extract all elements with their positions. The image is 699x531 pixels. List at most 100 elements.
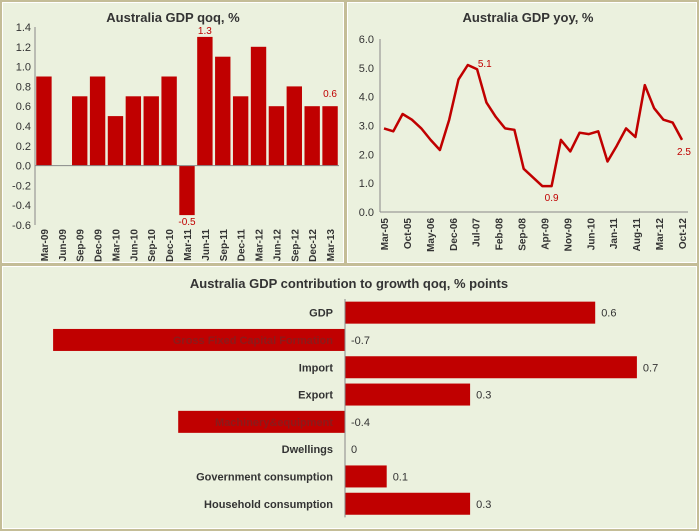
x-tick-label: Jan-11 <box>609 218 620 250</box>
y-tick-label: 2.0 <box>359 149 374 161</box>
data-label: 0.3 <box>476 390 491 402</box>
bar <box>179 165 195 216</box>
data-label: 0.6 <box>323 89 337 100</box>
chart-panel-qoq: Australia GDP qoq, % -0.6 -0.4 -0.2 0.0 0.2 0.… <box>2 2 344 263</box>
x-tick-label: Sep-09 <box>76 229 87 262</box>
category-label: Export <box>298 390 333 402</box>
category-label: GDP <box>309 308 333 320</box>
category-label: Household consumption <box>204 499 333 511</box>
bar <box>345 492 471 515</box>
data-label: 0.3 <box>476 499 491 511</box>
bar <box>345 301 596 324</box>
bar <box>250 46 267 166</box>
bar <box>268 106 285 166</box>
bar <box>143 96 159 166</box>
bar <box>72 96 88 166</box>
y-tick-label: 0.4 <box>16 121 31 133</box>
y-tick-label: 6.0 <box>359 34 374 46</box>
y-tick-label: 1.0 <box>359 178 374 190</box>
series-line <box>383 63 684 188</box>
chart-title: Australia GDP yoy, % <box>462 10 593 25</box>
x-tick-label: Dec-12 <box>308 229 319 262</box>
y-tick-label: -0.4 <box>12 200 31 212</box>
y-tick-label: 0.2 <box>16 141 31 153</box>
x-tick-label: Mar-12 <box>655 218 666 251</box>
bar <box>345 356 637 379</box>
x-tick-label: Dec-06 <box>449 218 460 251</box>
bar <box>286 86 302 166</box>
category-label: Machinery&equipment <box>215 417 333 429</box>
x-tick-label: Dec-10 <box>165 229 176 262</box>
y-tick-label: 3.0 <box>359 121 374 133</box>
y-tick-label: 0.8 <box>16 81 31 93</box>
bar <box>304 106 320 166</box>
x-tick-label: Jun-09 <box>58 229 69 262</box>
data-label: 0 <box>351 444 357 456</box>
x-tick-label: Jun-12 <box>272 229 283 262</box>
bar <box>89 76 106 166</box>
y-tick-label: 0.0 <box>359 207 374 219</box>
x-tick-label: Nov-09 <box>563 218 574 252</box>
gdp-qoq-chart: Australia GDP qoq, % -0.6 -0.4 -0.2 0.0 0.2 0.… <box>12 10 339 262</box>
category-label: Gross Fixed Capital Formation <box>173 335 333 347</box>
data-label: 0.7 <box>643 362 658 374</box>
x-tick-label: Oct-12 <box>678 218 689 250</box>
x-tick-label: Mar-12 <box>255 229 266 262</box>
y-tick-label: -0.2 <box>12 180 31 192</box>
x-tick-label: Apr-09 <box>540 218 551 250</box>
x-tick-label: May-06 <box>426 218 437 252</box>
y-tick-label: 0.6 <box>16 101 31 113</box>
y-tick-label: 1.4 <box>16 22 31 34</box>
chart-panel-yoy: Australia GDP yoy, % 0.0 1.0 2.0 3.0 4.0 5.0 6.… <box>347 2 697 263</box>
category-label: Import <box>299 362 334 374</box>
x-tick-label: Sep-10 <box>147 229 158 262</box>
x-tick-label: Feb-08 <box>495 218 506 251</box>
bar <box>178 410 345 433</box>
x-tick-label: Dec-11 <box>237 229 248 262</box>
data-label: -0.4 <box>351 417 370 429</box>
x-tick-label: Jun-10 <box>586 218 597 251</box>
data-label: 0.9 <box>545 193 559 204</box>
x-tick-label: Sep-11 <box>219 229 230 262</box>
gdp-contribution-chart: Australia GDP contribution to growth qoq… <box>53 276 658 518</box>
bar <box>232 96 249 166</box>
category-label: Dwellings <box>282 444 333 456</box>
x-tick-label: Mar-11 <box>183 229 194 261</box>
x-tick-label: Dec-09 <box>94 229 105 262</box>
data-label: 2.5 <box>677 147 691 158</box>
bar <box>215 56 231 166</box>
data-label: -0.7 <box>351 335 370 347</box>
y-tick-label: 0.0 <box>16 161 31 173</box>
bar <box>322 106 338 166</box>
y-tick-label: 4.0 <box>359 92 374 104</box>
category-label: Government consumption <box>196 471 333 483</box>
bar <box>161 76 177 166</box>
data-label: 0.1 <box>393 471 408 483</box>
bar <box>345 383 471 406</box>
bar <box>36 76 52 166</box>
data-label: 1.3 <box>198 26 212 37</box>
x-tick-label: Jun-11 <box>201 229 212 261</box>
chart-panel-contribution: Australia GDP contribution to growth qoq… <box>2 266 697 529</box>
y-tick-label: 1.0 <box>16 62 31 74</box>
gdp-yoy-chart: Australia GDP yoy, % 0.0 1.0 2.0 3.0 4.0 5.0 6.… <box>359 10 692 252</box>
x-tick-label: Jul-07 <box>472 218 483 247</box>
chart-title: Australia GDP contribution to growth qoq… <box>190 276 508 291</box>
bar <box>197 36 213 166</box>
data-label: 0.6 <box>601 308 616 320</box>
x-tick-label: Oct-05 <box>403 218 414 250</box>
x-tick-label: Mar-09 <box>40 229 51 262</box>
y-tick-label: 1.2 <box>16 42 31 54</box>
y-tick-label: -0.6 <box>12 220 31 232</box>
bar <box>125 96 142 166</box>
x-tick-label: Sep-12 <box>290 229 301 262</box>
data-label: 5.1 <box>478 59 492 70</box>
x-tick-label: Mar-05 <box>380 218 391 251</box>
x-tick-label: Mar-13 <box>326 229 337 262</box>
chart-title: Australia GDP qoq, % <box>106 10 240 25</box>
x-tick-label: Jun-10 <box>129 229 140 262</box>
bar <box>345 465 387 488</box>
x-tick-label: Sep-08 <box>518 218 529 251</box>
x-tick-label: Mar-10 <box>111 229 122 262</box>
bar <box>107 116 124 166</box>
